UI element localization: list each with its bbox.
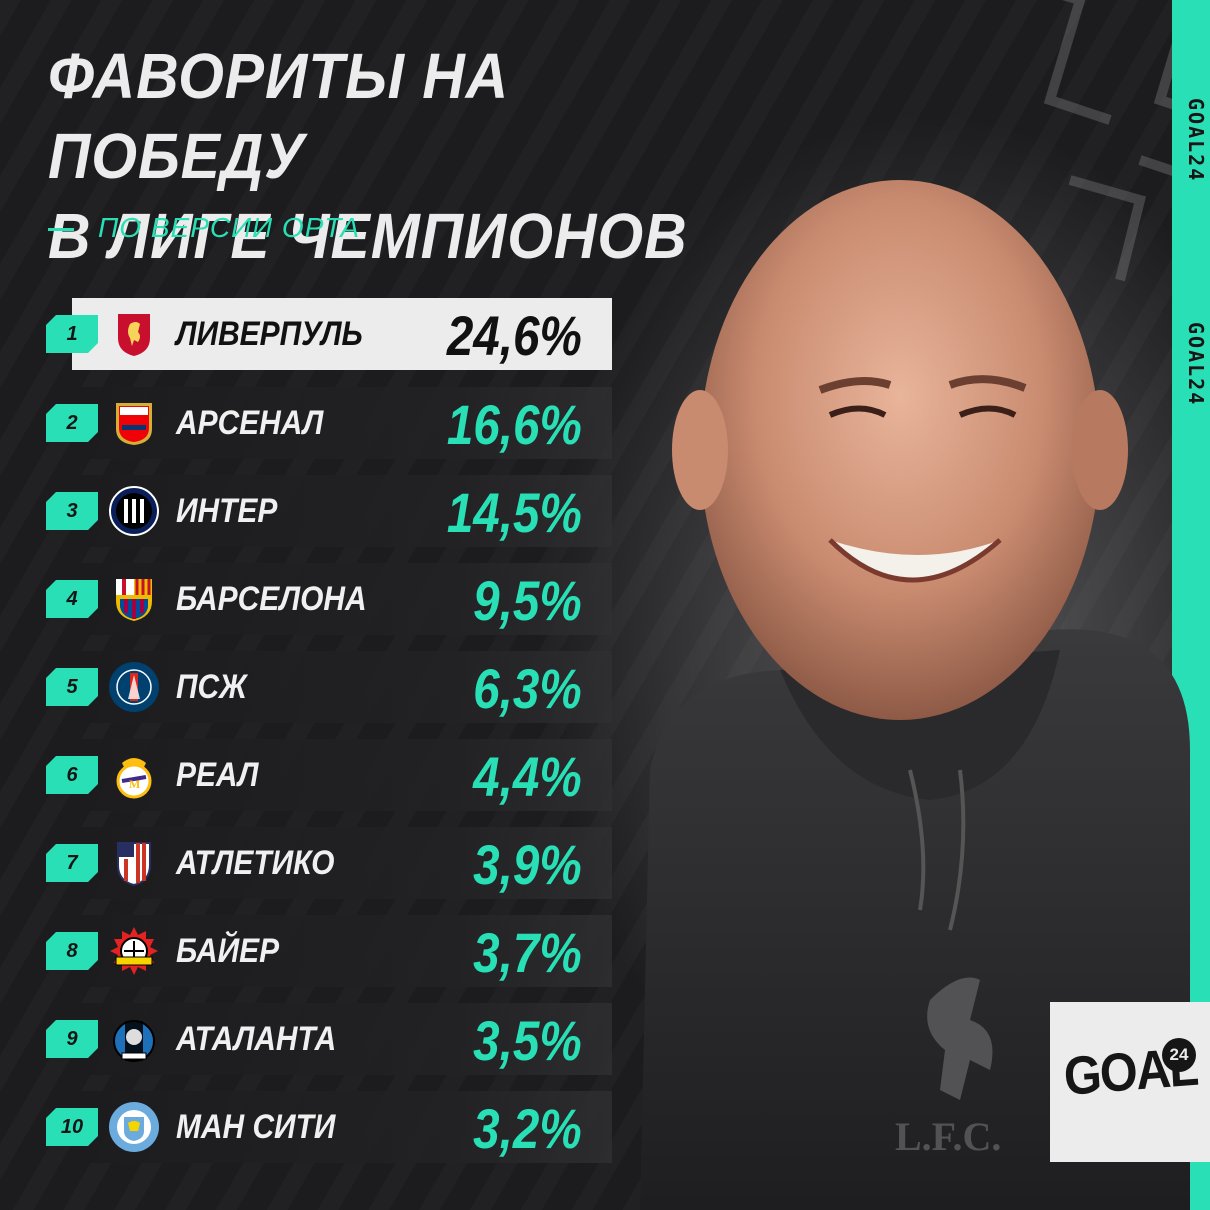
ranking-row: 10 МАН СИТИ 3,2% [46, 1091, 616, 1163]
rank-badge: 9 [46, 1020, 98, 1058]
ranking-row: 3 ИНТЕР 14,5% [46, 475, 616, 547]
rank-badge: 6 [46, 756, 98, 794]
svg-text:L.F.C.: L.F.C. [895, 1114, 1001, 1159]
subtitle: ПО ВЕРСИИ OPTA [48, 212, 360, 244]
arsenal-crest-icon [116, 403, 152, 445]
real-madrid-crest-icon: M [116, 758, 152, 799]
inter-crest-icon [109, 486, 159, 536]
bayer-crest-icon [110, 927, 158, 975]
psg-crest-icon [109, 662, 159, 712]
rank-badge: 3 [46, 492, 98, 530]
goal24-logo-number: 24 [1162, 1038, 1196, 1072]
club-name: АТЛЕТИКО [176, 844, 335, 882]
subtitle-text: ПО ВЕРСИИ OPTA [98, 212, 361, 243]
club-percent: 14,5% [447, 481, 582, 544]
ranking-row: 2 АРСЕНАЛ 16,6% [46, 387, 616, 459]
row-strip [72, 915, 612, 987]
row-strip [72, 563, 612, 635]
man-city-crest-icon [109, 1102, 159, 1152]
club-name: АТАЛАНТА [176, 1020, 337, 1058]
rank-badge: 7 [46, 844, 98, 882]
row-strip [72, 1091, 612, 1163]
club-percent: 9,5% [473, 569, 582, 632]
brand-vertical-text: GOAL24 [1184, 322, 1208, 407]
ranking-row: 9 АТАЛАНТА 3,5% [46, 1003, 616, 1075]
rank-badge: 8 [46, 932, 98, 970]
row-strip [72, 827, 612, 899]
club-name: АРСЕНАЛ [176, 404, 324, 442]
subtitle-dash [48, 228, 74, 232]
goal24-logo: GOAL 24 [1050, 1002, 1210, 1162]
brand-vertical-text: GOAL24 [1184, 98, 1208, 183]
club-name: БАЙЕР [176, 932, 280, 970]
atletico-crest-icon [117, 842, 151, 887]
rank-badge: 2 [46, 404, 98, 442]
ranking-row: 1 ЛИВЕРПУЛЬ 24,6% [46, 298, 616, 370]
row-strip [72, 651, 612, 723]
rank-badge: 4 [46, 580, 98, 618]
barcelona-crest-icon [116, 579, 152, 621]
club-percent: 24,6% [447, 304, 582, 367]
club-percent: 3,9% [473, 833, 582, 896]
row-strip [72, 475, 612, 547]
svg-text:M: M [129, 777, 140, 791]
club-percent: 3,7% [473, 921, 582, 984]
title-line: ФАВОРИТЫ НА ПОБЕДУ [48, 40, 510, 192]
rank-badge: 1 [46, 315, 98, 353]
row-strip [72, 1003, 612, 1075]
coach-photo: L.F.C. [640, 180, 1190, 1210]
club-name: РЕАЛ [176, 756, 259, 794]
page-title: ФАВОРИТЫ НА ПОБЕДУ В ЛИГЕ ЧЕМПИОНОВ [48, 36, 729, 276]
club-percent: 6,3% [473, 657, 582, 720]
club-name: МАН СИТИ [176, 1108, 336, 1146]
ranking-row: 4 БАРСЕЛОНА 9,5% [46, 563, 616, 635]
ranking-row: 6 M РЕАЛ 4,4% [46, 739, 616, 811]
club-percent: 4,4% [473, 745, 582, 808]
club-percent: 3,2% [473, 1097, 582, 1160]
title-line: В ЛИГЕ ЧЕМПИОНОВ [48, 200, 688, 272]
club-name: ЛИВЕРПУЛЬ [176, 315, 363, 353]
row-strip [72, 387, 612, 459]
row-strip [72, 298, 612, 370]
row-strip [72, 739, 612, 811]
club-name: БАРСЕЛОНА [176, 580, 367, 618]
atalanta-crest-icon [113, 1020, 155, 1062]
club-percent: 3,5% [473, 1009, 582, 1072]
lfc-crest [927, 977, 993, 1100]
ranking-row: 5 ПСЖ 6,3% [46, 651, 616, 723]
club-name: ПСЖ [176, 668, 247, 706]
liverpool-crest-icon [118, 314, 150, 356]
ranking-row: 8 БАЙЕР 3,7% [46, 915, 616, 987]
club-name: ИНТЕР [176, 492, 278, 530]
rank-badge: 5 [46, 668, 98, 706]
rank-badge: 10 [46, 1108, 98, 1146]
ranking-row: 7 АТЛЕТИКО 3,9% [46, 827, 616, 899]
club-percent: 16,6% [447, 393, 582, 456]
